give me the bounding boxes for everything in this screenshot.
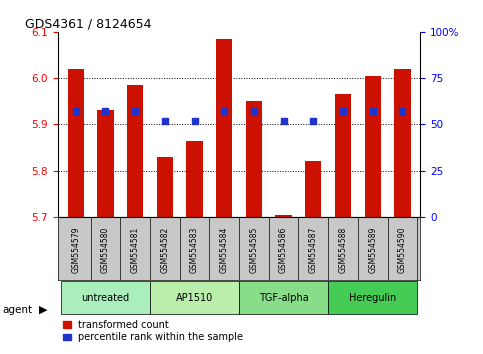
- Point: [310, 118, 317, 124]
- Text: GSM554580: GSM554580: [101, 227, 110, 273]
- Point: [101, 109, 109, 114]
- Point: [398, 109, 406, 114]
- Point: [339, 109, 347, 114]
- Point: [131, 109, 139, 114]
- Bar: [305, 161, 322, 217]
- Point: [280, 118, 287, 124]
- Bar: [61, 281, 150, 314]
- Text: GSM554585: GSM554585: [249, 227, 258, 273]
- Bar: [365, 76, 381, 217]
- Point: [191, 118, 199, 124]
- Bar: [150, 281, 239, 314]
- Text: GSM554584: GSM554584: [220, 227, 229, 273]
- Text: GSM554586: GSM554586: [279, 227, 288, 273]
- Bar: [328, 281, 417, 314]
- Point: [161, 118, 169, 124]
- Bar: [186, 141, 203, 217]
- Point: [369, 109, 377, 114]
- Bar: [335, 94, 351, 217]
- Bar: [216, 39, 232, 217]
- Point: [250, 109, 258, 114]
- Bar: [246, 101, 262, 217]
- Text: GDS4361 / 8124654: GDS4361 / 8124654: [26, 18, 152, 31]
- Text: GSM554579: GSM554579: [71, 227, 80, 273]
- Bar: [97, 110, 114, 217]
- Text: AP1510: AP1510: [176, 293, 213, 303]
- Text: GSM554582: GSM554582: [160, 227, 170, 273]
- Text: GSM554587: GSM554587: [309, 227, 318, 273]
- Text: agent: agent: [2, 305, 32, 315]
- Text: TGF-alpha: TGF-alpha: [259, 293, 309, 303]
- Text: untreated: untreated: [82, 293, 129, 303]
- Bar: [275, 215, 292, 217]
- Bar: [68, 69, 84, 217]
- Text: GSM554589: GSM554589: [368, 227, 377, 273]
- Legend: transformed count, percentile rank within the sample: transformed count, percentile rank withi…: [63, 320, 243, 342]
- Text: Heregulin: Heregulin: [349, 293, 397, 303]
- Text: GSM554583: GSM554583: [190, 227, 199, 273]
- Bar: [156, 157, 173, 217]
- Point: [72, 109, 80, 114]
- Bar: [239, 281, 328, 314]
- Bar: [127, 85, 143, 217]
- Text: ▶: ▶: [39, 305, 48, 315]
- Point: [220, 109, 228, 114]
- Text: GSM554581: GSM554581: [131, 227, 140, 273]
- Bar: [394, 69, 411, 217]
- Text: GSM554588: GSM554588: [339, 227, 347, 273]
- Text: GSM554590: GSM554590: [398, 227, 407, 273]
